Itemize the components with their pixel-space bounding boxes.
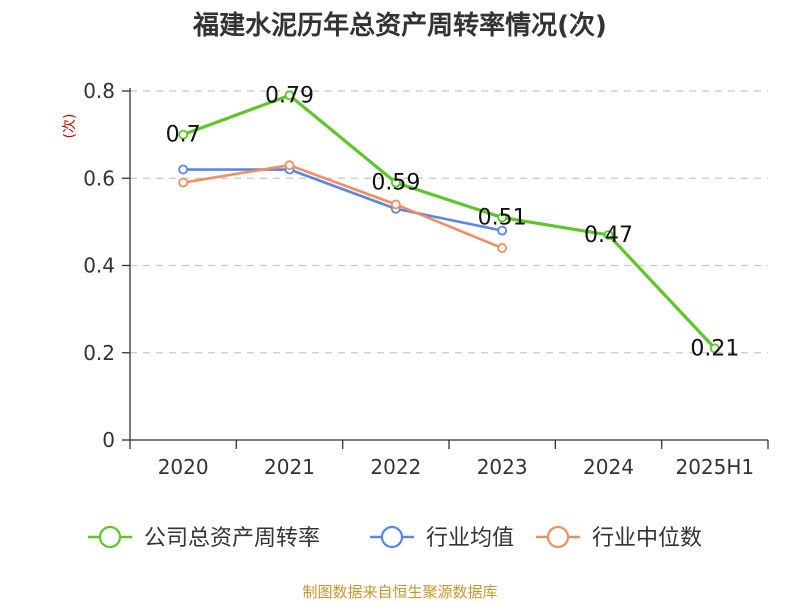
- series-line-2: [181, 163, 504, 250]
- legend-swatch-marker: [546, 525, 570, 549]
- legend-label: 行业均值: [426, 526, 514, 551]
- series-layer: [178, 90, 720, 354]
- data-label: 0.79: [265, 83, 314, 108]
- legend-swatch-marker: [98, 525, 122, 549]
- x-tick-label: 2025H1: [675, 455, 754, 479]
- series-point-2: [284, 160, 295, 171]
- x-tick-label: 2023: [477, 455, 528, 479]
- series-point-1: [178, 164, 189, 175]
- chart-title: 福建水泥历年总资产周转率情况(次): [192, 10, 607, 41]
- series-point-2: [497, 243, 508, 253]
- y-axis-label: (次): [62, 114, 78, 139]
- legend-swatch-marker: [380, 525, 404, 549]
- series-line-1: [181, 168, 504, 232]
- axes-layer: 0 0.2 0.4 0.6 0.8 2020 2021 2022 2023 2024 2025H1: [83, 79, 769, 479]
- y-tick-label: 0.6: [83, 166, 115, 190]
- series-point-0: [497, 212, 508, 223]
- y-tick-label: 0: [102, 428, 115, 452]
- data-label: 0.51: [478, 206, 527, 231]
- series-point-0: [178, 129, 189, 140]
- x-tick-label: 2024: [583, 455, 634, 479]
- y-tick-label: 0.4: [83, 254, 115, 278]
- legend-label: 行业中位数: [592, 526, 702, 551]
- series-point-0: [284, 90, 295, 101]
- legend-label: 公司总资产周转率: [144, 526, 320, 551]
- x-tick-label: 2022: [370, 455, 421, 479]
- series-point-0: [603, 230, 614, 240]
- series-point-0: [709, 343, 720, 354]
- source-note: 制图数据来自恒生聚源数据库: [302, 583, 497, 600]
- x-tick-label: 2020: [158, 455, 209, 479]
- y-tick-label: 0.2: [83, 341, 115, 365]
- series-line-0: [181, 93, 717, 350]
- data-label: 0.7: [166, 123, 201, 148]
- grid-layer: [130, 90, 768, 354]
- data-label: 0.21: [690, 336, 739, 361]
- series-point-0: [390, 177, 401, 188]
- y-tick-label: 0.8: [83, 79, 115, 103]
- x-tick-label: 2021: [264, 455, 315, 479]
- series-point-1: [497, 225, 508, 236]
- data-label: 0.59: [371, 171, 420, 196]
- data-labels-layer: 0.7 0.79 0.59 0.51 0.47 0.21: [166, 83, 740, 361]
- series-point-2: [178, 177, 189, 188]
- data-label: 0.47: [584, 223, 633, 248]
- legend: 公司总资产周转率 行业均值 行业中位数: [88, 525, 702, 551]
- series-point-2: [390, 199, 401, 210]
